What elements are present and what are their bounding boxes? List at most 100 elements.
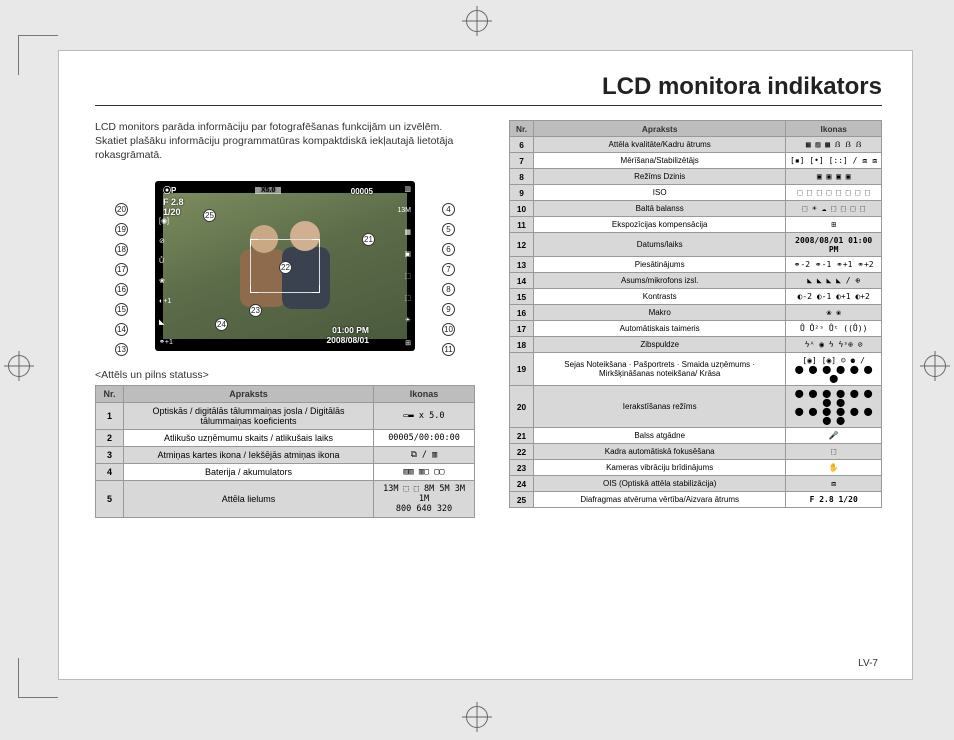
row-icons: ⬤ ⬤ ⬤ ⬤ ⬤ ⬤ ⬤ ⬤ ⬤ ⬤ ⬤ ⬤ ⬤ ⬤ ⬤ ⬤ xyxy=(786,386,882,428)
row-number: 3 xyxy=(96,446,124,463)
col-header: Ikonas xyxy=(374,385,475,402)
table-row: 15Kontrasts◐-2 ◐-1 ◐+1 ◐+2 xyxy=(510,289,882,305)
manual-page: LCD monitora indikators LCD monitors par… xyxy=(58,50,913,680)
crop-mark xyxy=(18,658,58,698)
row-icons: ⚭-2 ⚭-1 ⚭+1 ⚭+2 xyxy=(786,257,882,273)
row-icons: Ů Ů²ˢ Ůᶜ ((Ů)) xyxy=(786,321,882,337)
row-icons: ▥▥ ▥▢ ▢▢ xyxy=(374,463,475,480)
table-row: 25Diafragmas atvēruma vērtība/Aizvara āt… xyxy=(510,492,882,508)
callout-7: 7 xyxy=(442,263,455,276)
row-icons: ⬚ xyxy=(786,444,882,460)
callout-24: 24 xyxy=(215,318,228,331)
row-desc: Baterija / akumulators xyxy=(124,463,374,480)
row-number: 7 xyxy=(510,153,534,169)
row-number: 21 xyxy=(510,428,534,444)
row-icons: ⧉ / ▥ xyxy=(374,446,475,463)
table-row: 8Režīms Dzinis▣ ▣ ▣ ▣ xyxy=(510,169,882,185)
row-icons: ⧈ xyxy=(786,476,882,492)
row-icons: 13M ⬚ ⬚ 8M 5M 3M 1M 800 640 320 xyxy=(374,480,475,517)
row-number: 11 xyxy=(510,217,534,233)
row-icons: 2008/08/01 01:00 PM xyxy=(786,233,882,257)
row-desc: Datums/laiks xyxy=(534,233,786,257)
row-icons: ◐-2 ◐-1 ◐+1 ◐+2 xyxy=(786,289,882,305)
callout-19: 19 xyxy=(115,223,128,236)
row-desc: Mērīšana/Stabilizētājs xyxy=(534,153,786,169)
row-icons: ⬚ ☀ ☁ ⬚ ⬚ ⬚ ⬚ xyxy=(786,201,882,217)
left-column: LCD monitors parāda informāciju par foto… xyxy=(95,120,475,518)
row-desc: Asums/mikrofons izsl. xyxy=(534,273,786,289)
row-number: 2 xyxy=(96,429,124,446)
table-row: 2Atlikušo uzņēmumu skaits / atlikušais l… xyxy=(96,429,475,446)
col-header: Apraksts xyxy=(534,121,786,137)
row-number: 23 xyxy=(510,460,534,476)
row-number: 25 xyxy=(510,492,534,508)
row-number: 18 xyxy=(510,337,534,353)
callout-17: 17 xyxy=(115,263,128,276)
row-desc: OIS (Optiskā attēla stabilizācija) xyxy=(534,476,786,492)
table-row: 6Attēla kvalitāte/Kadru ātrums▦ ▨ ▩ ẞ ẞ … xyxy=(510,137,882,153)
table-row: 22Kadra automātiskā fokusēšana⬚ xyxy=(510,444,882,460)
table-row: 1Optiskās / digitālās tālummaiņas josla … xyxy=(96,402,475,429)
col-header: Ikonas xyxy=(786,121,882,137)
callout-14: 14 xyxy=(115,323,128,336)
row-number: 12 xyxy=(510,233,534,257)
callout-11: 11 xyxy=(442,343,455,356)
row-icons: ❀ ❀ xyxy=(786,305,882,321)
row-number: 5 xyxy=(96,480,124,517)
row-icons: ϟᴬ ◉ ϟ ϟˢ⊕ ⊘ xyxy=(786,337,882,353)
row-icons: ▦ ▨ ▩ ẞ ẞ ẞ xyxy=(786,137,882,153)
row-number: 16 xyxy=(510,305,534,321)
callout-23: 23 xyxy=(249,304,262,317)
table-row: 13Piesātinājums⚭-2 ⚭-1 ⚭+1 ⚭+2 xyxy=(510,257,882,273)
row-desc: Diafragmas atvēruma vērtība/Aizvara ātru… xyxy=(534,492,786,508)
row-desc: Baltā balanss xyxy=(534,201,786,217)
row-desc: Kadra automātiskā fokusēšana xyxy=(534,444,786,460)
row-desc: Attēla lielums xyxy=(124,480,374,517)
row-icons: 00005/00:00:00 xyxy=(374,429,475,446)
row-number: 22 xyxy=(510,444,534,460)
row-icons: ✋ xyxy=(786,460,882,476)
registration-mark xyxy=(8,355,30,377)
registration-mark xyxy=(466,706,488,728)
table-row: 18Zibspuldzeϟᴬ ◉ ϟ ϟˢ⊕ ⊘ xyxy=(510,337,882,353)
row-desc: Automātiskais taimeris xyxy=(534,321,786,337)
registration-mark xyxy=(924,355,946,377)
row-icons: F 2.8 1/20 xyxy=(786,492,882,508)
table-row: 5Attēla lielums13M ⬚ ⬚ 8M 5M 3M 1M 800 6… xyxy=(96,480,475,517)
row-number: 1 xyxy=(96,402,124,429)
row-desc: Optiskās / digitālās tālummaiņas josla /… xyxy=(124,402,374,429)
diagram-caption: <Attēls un pilns statuss> xyxy=(95,369,475,381)
table-row: 24OIS (Optiskā attēla stabilizācija)⧈ xyxy=(510,476,882,492)
row-number: 13 xyxy=(510,257,534,273)
row-desc: Piesātinājums xyxy=(534,257,786,273)
row-number: 17 xyxy=(510,321,534,337)
table-row: 11Ekspozīcijas kompensācija⊞ xyxy=(510,217,882,233)
callout-20: 20 xyxy=(115,203,128,216)
row-icons: ⊞ xyxy=(786,217,882,233)
page-number: LV-7 xyxy=(858,658,878,669)
table-row: 9ISO⬚ ⬚ ⬚ ⬚ ⬚ ⬚ ⬚ ⬚ xyxy=(510,185,882,201)
callout-5: 5 xyxy=(442,223,455,236)
row-desc: Ekspozīcijas kompensācija xyxy=(534,217,786,233)
row-desc: Sejas Noteikšana · Pašportrets · Smaida … xyxy=(534,353,786,386)
row-desc: ISO xyxy=(534,185,786,201)
callout-21: 21 xyxy=(362,233,375,246)
table-row: 4Baterija / akumulators▥▥ ▥▢ ▢▢ xyxy=(96,463,475,480)
row-desc: Atmiņas kartes ikona / Iekšējās atmiņas … xyxy=(124,446,374,463)
row-icons: 🎤 xyxy=(786,428,882,444)
callout-8: 8 xyxy=(442,283,455,296)
row-desc: Ierakstīšanas režīms xyxy=(534,386,786,428)
row-icons: ⬚ ⬚ ⬚ ⬚ ⬚ ⬚ ⬚ ⬚ xyxy=(786,185,882,201)
row-desc: Makro xyxy=(534,305,786,321)
callout-6: 6 xyxy=(442,243,455,256)
table-row: 20Ierakstīšanas režīms⬤ ⬤ ⬤ ⬤ ⬤ ⬤ ⬤ ⬤ ⬤ … xyxy=(510,386,882,428)
row-number: 4 xyxy=(96,463,124,480)
callout-10: 10 xyxy=(442,323,455,336)
row-number: 8 xyxy=(510,169,534,185)
row-icons: ▣ ▣ ▣ ▣ xyxy=(786,169,882,185)
left-table: Nr.AprakstsIkonas 1Optiskās / digitālās … xyxy=(95,385,475,518)
col-header: Nr. xyxy=(96,385,124,402)
row-number: 19 xyxy=(510,353,534,386)
col-header: Nr. xyxy=(510,121,534,137)
intro-text: LCD monitors parāda informāciju par foto… xyxy=(95,120,475,163)
